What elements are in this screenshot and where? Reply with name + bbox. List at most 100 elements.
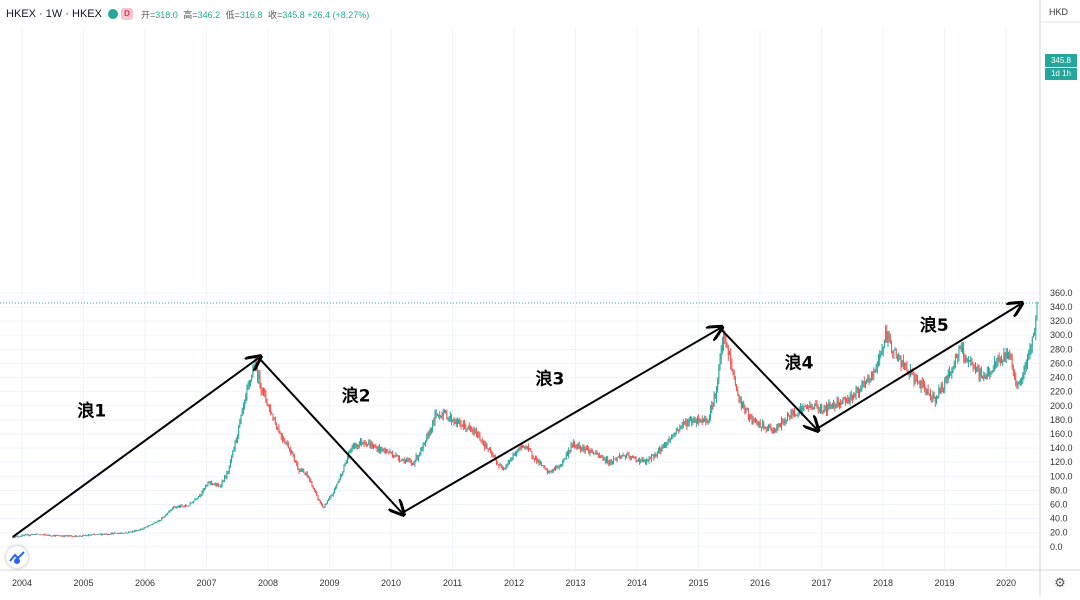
candle-body — [659, 447, 661, 451]
candle-body — [324, 504, 326, 508]
candle-body — [492, 455, 494, 457]
candle-body — [144, 527, 146, 529]
candle-body — [991, 370, 993, 374]
candle-body — [893, 349, 895, 353]
candle-body — [180, 505, 182, 508]
candle-body — [641, 459, 643, 461]
candle-body — [318, 499, 320, 501]
candle-body — [905, 364, 907, 366]
y-tick-label: 340.0 — [1050, 302, 1073, 312]
candle-body — [523, 445, 525, 448]
candle-body — [1015, 376, 1017, 381]
candle-body — [335, 486, 337, 489]
candle-body — [447, 418, 449, 420]
candle-body — [76, 535, 78, 537]
candle-body — [169, 510, 171, 512]
candle-body — [937, 397, 939, 399]
candle-body — [131, 531, 133, 533]
candle-body — [477, 434, 479, 437]
candle-body — [395, 455, 397, 457]
candle-body — [19, 536, 21, 538]
candle-body — [153, 523, 154, 525]
candle-body — [434, 414, 436, 423]
candle-body — [279, 432, 281, 434]
candle-body — [157, 520, 159, 522]
candle-body — [562, 460, 564, 465]
candle-body — [572, 442, 574, 448]
candle-body — [412, 463, 413, 465]
candle-body — [621, 455, 623, 457]
candle-body — [608, 462, 610, 465]
candle-body — [843, 397, 845, 399]
candle-body — [312, 487, 314, 489]
x-tick-label: 2018 — [873, 578, 893, 588]
candle-body — [129, 531, 131, 533]
y-tick-label: 20.0 — [1050, 528, 1068, 538]
candle-body — [705, 418, 707, 422]
tradingview-logo[interactable] — [6, 546, 28, 568]
symbol-label[interactable]: HKEX · 1W · HKEX — [6, 8, 102, 20]
candle-body — [778, 423, 780, 428]
candle-body — [520, 445, 522, 449]
candle-body — [224, 476, 225, 482]
candle-body — [409, 460, 411, 462]
candle-body — [834, 403, 836, 407]
candle-body — [245, 395, 247, 400]
candle-body — [773, 430, 775, 433]
candle-body — [736, 384, 738, 391]
candle-body — [830, 404, 832, 408]
candle-body — [345, 460, 347, 465]
candle-body — [125, 532, 127, 534]
candle-body — [154, 522, 156, 524]
candle-body — [507, 462, 509, 464]
candle-body — [304, 472, 306, 474]
candle-body — [504, 467, 506, 469]
candle-body — [216, 484, 218, 487]
d-badge[interactable]: D — [120, 8, 133, 20]
candle-body — [77, 536, 79, 538]
candle-body — [225, 476, 227, 478]
candle-body — [66, 535, 68, 537]
candle-body — [642, 459, 644, 462]
candle-body — [762, 423, 764, 428]
candle-body — [692, 420, 694, 423]
y-tick-label: 80.0 — [1050, 485, 1068, 495]
x-tick-label: 2006 — [135, 578, 155, 588]
candle-body — [475, 430, 477, 437]
candle-body — [457, 419, 458, 424]
candle-body — [595, 451, 597, 454]
candle-body — [577, 444, 579, 449]
wave-arrow-2 — [258, 357, 402, 513]
candle-body — [170, 509, 172, 511]
candle-body — [445, 410, 447, 413]
candle-body — [433, 420, 435, 423]
candle-body — [239, 421, 241, 426]
candle-body — [791, 411, 793, 415]
candle-body — [902, 359, 904, 365]
high-label: 高 — [183, 9, 193, 20]
candle-body — [726, 343, 728, 348]
candle-body — [266, 399, 268, 405]
candle-body — [842, 397, 844, 403]
candle-body — [939, 389, 941, 393]
candle-body — [21, 535, 23, 537]
y-tick-label: 300.0 — [1050, 330, 1073, 340]
candle-body — [91, 534, 93, 536]
candle-body — [1017, 383, 1019, 385]
candle-body — [900, 357, 902, 367]
candle-body — [242, 406, 244, 410]
candle-body — [43, 534, 44, 536]
candle-body — [921, 381, 923, 384]
candle-body — [1029, 348, 1031, 354]
settings-gear-icon[interactable]: ⚙ — [1054, 576, 1066, 591]
candle-body — [156, 521, 158, 523]
candle-body — [698, 417, 700, 422]
candle-body — [458, 420, 460, 424]
candle-body — [764, 426, 766, 428]
candle-body — [97, 533, 99, 535]
candle-body — [919, 383, 921, 389]
candle-body — [313, 488, 315, 490]
candle-body — [38, 534, 40, 536]
